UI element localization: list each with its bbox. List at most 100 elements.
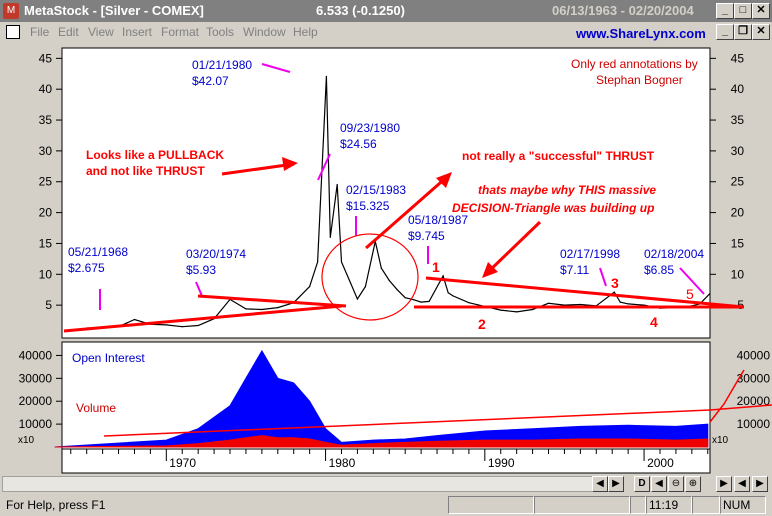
scroll-left-icon[interactable]: ◀ <box>592 476 608 492</box>
menu-help[interactable]: Help <box>293 25 318 39</box>
maximize-button[interactable]: □ <box>734 3 752 19</box>
price-panel <box>61 47 711 339</box>
consolidation-circle <box>321 233 419 321</box>
price-point <box>356 298 358 300</box>
y-tick-label: 40 <box>39 82 53 96</box>
point-label-2: 2 <box>478 316 486 332</box>
vol-tick-label-right: 40000 <box>737 348 771 362</box>
annot-1968-price: $2.675 <box>68 261 105 275</box>
pointer-1980b <box>317 153 331 181</box>
price-point <box>619 301 621 303</box>
menu-window[interactable]: Window <box>243 25 286 39</box>
y-tick-label-right: 5 <box>737 298 744 312</box>
pointer-2004 <box>679 267 705 295</box>
last-icon[interactable]: ▶ <box>752 476 768 492</box>
price-point <box>317 261 319 263</box>
annot-2004-date: 02/18/2004 <box>644 247 704 261</box>
date-range: 06/13/1963 - 02/20/2004 <box>552 3 694 18</box>
status-time: 11:19 <box>646 496 692 514</box>
annot-1968-date: 05/21/1968 <box>68 245 128 259</box>
pullback-arrowhead <box>282 157 298 171</box>
status-box-2 <box>534 496 630 514</box>
triangle-top-line <box>425 276 745 309</box>
y-tick-label-right: 10 <box>731 267 745 281</box>
zoom-in-icon[interactable]: ⊕ <box>685 476 701 492</box>
pullback-line <box>197 294 347 308</box>
current-price: 6.533 (-0.1250) <box>316 3 405 18</box>
y-tick-label-right: 20 <box>731 206 745 220</box>
point-label-1: 1 <box>432 259 440 275</box>
doc-minimize-button[interactable]: _ <box>716 24 734 40</box>
y-tick-label-right: 45 <box>731 51 745 65</box>
volume-trend-extension <box>709 404 772 411</box>
daily-button[interactable]: D <box>634 476 650 492</box>
credit-line-2: Stephan Bogner <box>596 73 683 87</box>
price-point <box>547 302 550 304</box>
status-bar: For Help, press F1 11:19 NUM <box>0 494 772 516</box>
horizontal-scrollbar[interactable]: ◀ ▶ D ◀ ⊖ ⊕ ▶ ◀ ▶ <box>0 474 772 492</box>
pointer-1974 <box>195 281 203 297</box>
website-link[interactable]: www.ShareLynx.com <box>576 26 706 41</box>
price-point <box>627 303 629 305</box>
menu-insert[interactable]: Insert <box>122 25 153 39</box>
price-point <box>516 311 518 313</box>
price-point <box>340 261 343 263</box>
triangle-arrow <box>484 220 542 276</box>
doc-close-button[interactable]: ✕ <box>752 24 770 40</box>
trend-support-line <box>63 304 343 333</box>
price-point <box>133 318 136 321</box>
annot-1987-date: 05/18/1987 <box>408 213 468 227</box>
price-point <box>709 293 711 295</box>
x-axis-panel <box>61 448 711 474</box>
price-point <box>261 308 263 311</box>
annot-1980a-date: 01/21/1980 <box>192 58 252 72</box>
next-icon[interactable]: ▶ <box>716 476 732 492</box>
volume-breakout-line <box>709 369 745 423</box>
scroll-right-icon[interactable]: ▶ <box>608 476 624 492</box>
annot-1983-price: $15.325 <box>346 199 390 213</box>
price-point <box>412 299 414 301</box>
y-tick-label: 25 <box>39 175 53 189</box>
doc-restore-button[interactable]: ❐ <box>734 24 752 40</box>
close-button[interactable]: ✕ <box>752 3 770 19</box>
menu-view[interactable]: View <box>88 25 114 39</box>
menu-tools[interactable]: Tools <box>206 25 235 39</box>
price-point <box>579 303 582 306</box>
x10-right: x10 <box>712 435 729 446</box>
price-point <box>532 308 534 311</box>
pullback-arrow <box>221 162 295 176</box>
y-tick-label: 10 <box>39 267 53 281</box>
vol-tick-label-right: 30000 <box>737 371 771 385</box>
point-label-3: 3 <box>611 275 619 291</box>
price-point <box>613 291 615 293</box>
first-icon[interactable]: ◀ <box>651 476 667 492</box>
annot-1980a-price: $42.07 <box>192 74 229 88</box>
menu-file[interactable]: File <box>30 25 50 39</box>
y-tick-label: 15 <box>39 236 53 250</box>
x10-left: x10 <box>18 435 35 446</box>
price-point <box>468 302 470 304</box>
vol-tick-label: 30000 <box>19 371 53 385</box>
y-tick-label: 20 <box>39 206 53 220</box>
x-tick-label: 1980 <box>329 456 356 470</box>
status-box-3 <box>630 496 646 514</box>
annot-1974-price: $5.93 <box>186 263 216 277</box>
open-interest-label: Open Interest <box>72 351 145 365</box>
scroll-track[interactable] <box>2 476 594 492</box>
y-tick-label-right: 15 <box>731 236 745 250</box>
point-label-5: 5 <box>686 286 694 302</box>
minimize-button[interactable]: _ <box>716 3 734 19</box>
price-point <box>420 301 422 303</box>
y-tick-label: 30 <box>39 144 53 158</box>
menu-format[interactable]: Format <box>161 25 200 39</box>
volume-trend-line <box>103 409 711 437</box>
price-point <box>380 267 382 269</box>
pointer-1998 <box>599 267 607 287</box>
window-title: MetaStock - [Silver - COMEX] <box>24 3 204 18</box>
zoom-out-icon[interactable]: ⊖ <box>668 476 684 492</box>
annot-1998-price: $7.11 <box>560 263 589 277</box>
prev-icon[interactable]: ◀ <box>734 476 750 492</box>
menu-edit[interactable]: Edit <box>58 25 79 39</box>
price-point <box>428 300 430 302</box>
volume-label: Volume <box>76 401 116 415</box>
